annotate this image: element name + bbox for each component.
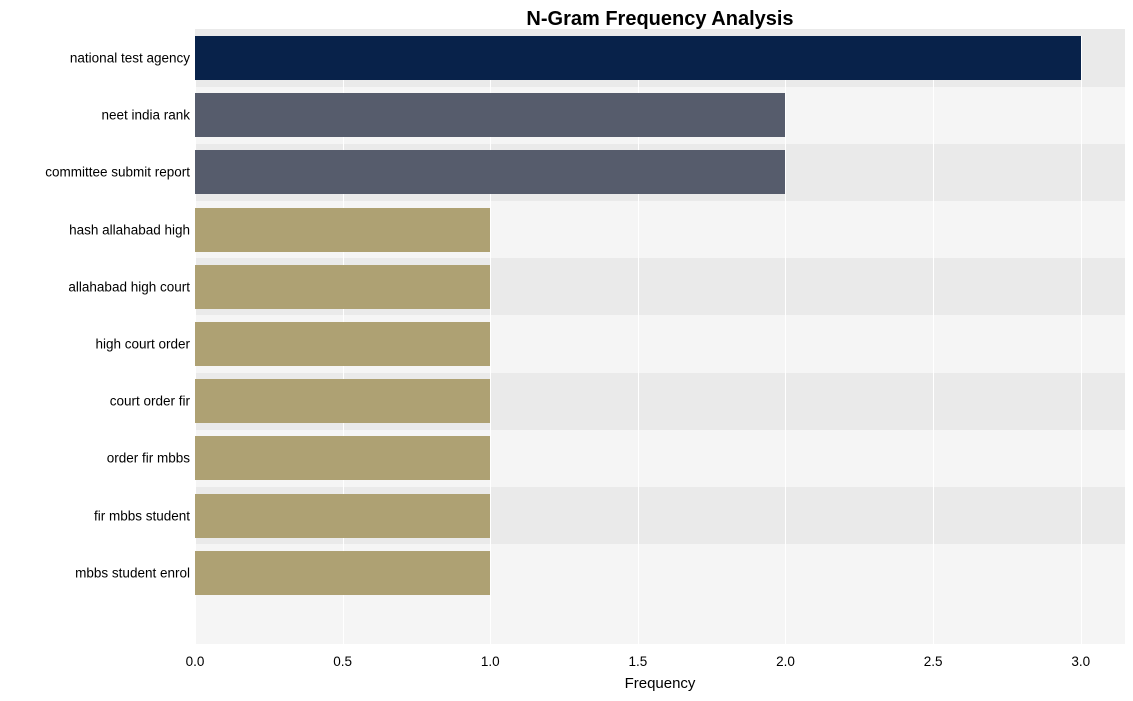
- x-tick-label: 0.5: [333, 654, 352, 669]
- x-axis-label: Frequency: [195, 675, 1125, 692]
- y-category-label: hash allahabad high: [69, 222, 190, 237]
- bar: [195, 150, 785, 194]
- x-tick-label: 3.0: [1071, 654, 1090, 669]
- grid-line: [1081, 36, 1082, 644]
- x-tick-label: 2.5: [924, 654, 943, 669]
- y-category-label: fir mbbs student: [94, 508, 190, 523]
- bar: [195, 494, 490, 538]
- bar: [195, 265, 490, 309]
- bar: [195, 551, 490, 595]
- x-tick-label: 1.0: [481, 654, 500, 669]
- x-tick-label: 2.0: [776, 654, 795, 669]
- grid-line: [785, 36, 786, 644]
- bar: [195, 379, 490, 423]
- bar: [195, 36, 1081, 80]
- y-category-label: allahabad high court: [68, 279, 190, 294]
- y-category-label: order fir mbbs: [107, 451, 190, 466]
- y-category-label: court order fir: [110, 394, 190, 409]
- bar: [195, 436, 490, 480]
- y-category-label: neet india rank: [101, 108, 190, 123]
- plot-area: [195, 36, 1125, 644]
- y-category-label: committee submit report: [45, 165, 190, 180]
- grid-line: [933, 36, 934, 644]
- x-tick-label: 1.5: [628, 654, 647, 669]
- y-category-label: high court order: [95, 337, 190, 352]
- bar: [195, 322, 490, 366]
- y-category-label: mbbs student enrol: [75, 565, 190, 580]
- x-tick-label: 0.0: [186, 654, 205, 669]
- chart-container: N-Gram Frequency Analysis Frequency nati…: [0, 0, 1133, 701]
- y-category-label: national test agency: [70, 51, 190, 66]
- chart-title: N-Gram Frequency Analysis: [195, 8, 1125, 31]
- bar: [195, 208, 490, 252]
- bar: [195, 93, 785, 137]
